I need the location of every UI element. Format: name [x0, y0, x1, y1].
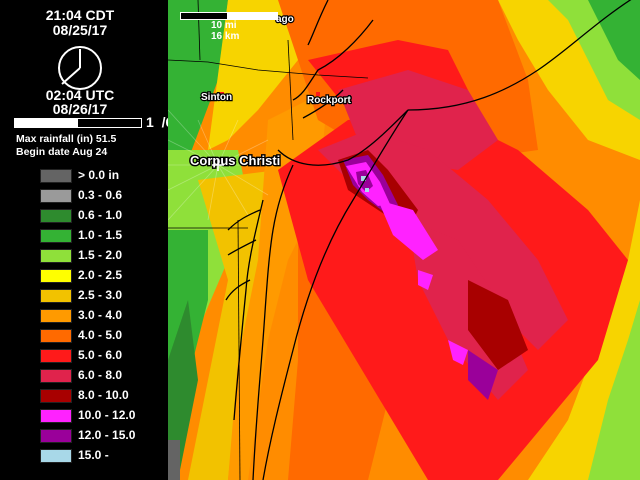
legend-swatch — [40, 449, 72, 463]
legend-swatch — [40, 309, 72, 323]
scale-segment-white — [228, 12, 278, 20]
legend-item: 3.0 - 4.0 — [40, 308, 170, 324]
radar-site-icon — [212, 159, 224, 171]
legend-item: 0.6 - 1.0 — [40, 208, 170, 224]
legend-item: 2.5 - 3.0 — [40, 288, 170, 304]
legend-item: 1.5 - 2.0 — [40, 248, 170, 264]
legend-label: 2.5 - 3.0 — [78, 288, 123, 302]
animation-progress-fill — [15, 119, 78, 127]
legend-swatch — [40, 229, 72, 243]
legend-item: 5.0 - 6.0 — [40, 348, 170, 364]
frame-total: /6 — [161, 114, 174, 130]
legend-item: > 0.0 in — [40, 168, 170, 184]
scale-segment-black — [180, 12, 228, 20]
sinton-marker — [220, 92, 224, 96]
legend-item: 10.0 - 12.0 — [40, 408, 170, 424]
corpus-christi-label: Corpus Christi — [190, 153, 280, 168]
legend-swatch — [40, 189, 72, 203]
rainfall-map[interactable]: Sinton Rockport Corpus Christi ago — [168, 0, 640, 480]
legend-label: 1.5 - 2.0 — [78, 248, 123, 262]
local-time: 21:04 CDT — [45, 7, 115, 23]
utc-time: 02:04 UTC — [45, 87, 115, 103]
utc-date: 08/26/17 — [52, 101, 108, 117]
sinton-label: Sinton — [201, 92, 232, 103]
local-date: 08/25/17 — [52, 22, 108, 38]
legend-label: 8.0 - 10.0 — [78, 388, 129, 402]
map-scale-bar — [180, 12, 278, 20]
legend-swatch — [40, 409, 72, 423]
legend-item: 6.0 - 8.0 — [40, 368, 170, 384]
begin-date: Begin date Aug 24 — [16, 146, 108, 158]
legend-label: 15.0 - — [78, 448, 109, 462]
legend-item: 12.0 - 15.0 — [40, 428, 170, 444]
legend-swatch — [40, 169, 72, 183]
scale-miles: 10 mi — [211, 20, 237, 31]
frame-number: 1 — [146, 114, 154, 130]
clock-icon — [58, 46, 102, 90]
legend-label: 0.6 - 1.0 — [78, 208, 123, 222]
legend-label: 4.0 - 5.0 — [78, 328, 123, 342]
legend-swatch — [40, 329, 72, 343]
legend-swatch — [40, 429, 72, 443]
legend-label: 5.0 - 6.0 — [78, 348, 123, 362]
legend-item: 2.0 - 2.5 — [40, 268, 170, 284]
legend-panel: 21:04 CDT 08/25/17 02:04 UTC 08/26/17 1 … — [0, 0, 173, 480]
animation-progress-bar[interactable] — [14, 118, 142, 128]
legend-swatch — [40, 369, 72, 383]
legend-item: 4.0 - 5.0 — [40, 328, 170, 344]
scale-km: 16 km — [211, 31, 240, 42]
legend-label: 6.0 - 8.0 — [78, 368, 123, 382]
rockport-marker — [316, 92, 320, 96]
legend-swatch — [40, 209, 72, 223]
animation-frame-counter: 1 /6 — [146, 114, 173, 130]
legend-swatch — [40, 389, 72, 403]
legend-label: 10.0 - 12.0 — [78, 408, 136, 422]
legend-item: 8.0 - 10.0 — [40, 388, 170, 404]
legend-swatch — [40, 269, 72, 283]
legend-swatch — [40, 349, 72, 363]
legend-label: 2.0 - 2.5 — [78, 268, 123, 282]
legend-item: 0.3 - 0.6 — [40, 188, 170, 204]
legend-label: 0.3 - 0.6 — [78, 188, 123, 202]
legend-label: 12.0 - 15.0 — [78, 428, 136, 442]
legend-swatch — [40, 289, 72, 303]
rockport-label: Rockport — [307, 95, 352, 106]
legend-item: 1.0 - 1.5 — [40, 228, 170, 244]
legend-swatch — [40, 249, 72, 263]
legend-label: > 0.0 in — [78, 168, 120, 182]
aransas-label: ago — [276, 14, 294, 25]
legend-label: 3.0 - 4.0 — [78, 308, 123, 322]
legend-item: 15.0 - — [40, 448, 170, 464]
max-rainfall: Max rainfall (in) 51.5 — [16, 133, 117, 145]
legend-label: 1.0 - 1.5 — [78, 228, 123, 242]
